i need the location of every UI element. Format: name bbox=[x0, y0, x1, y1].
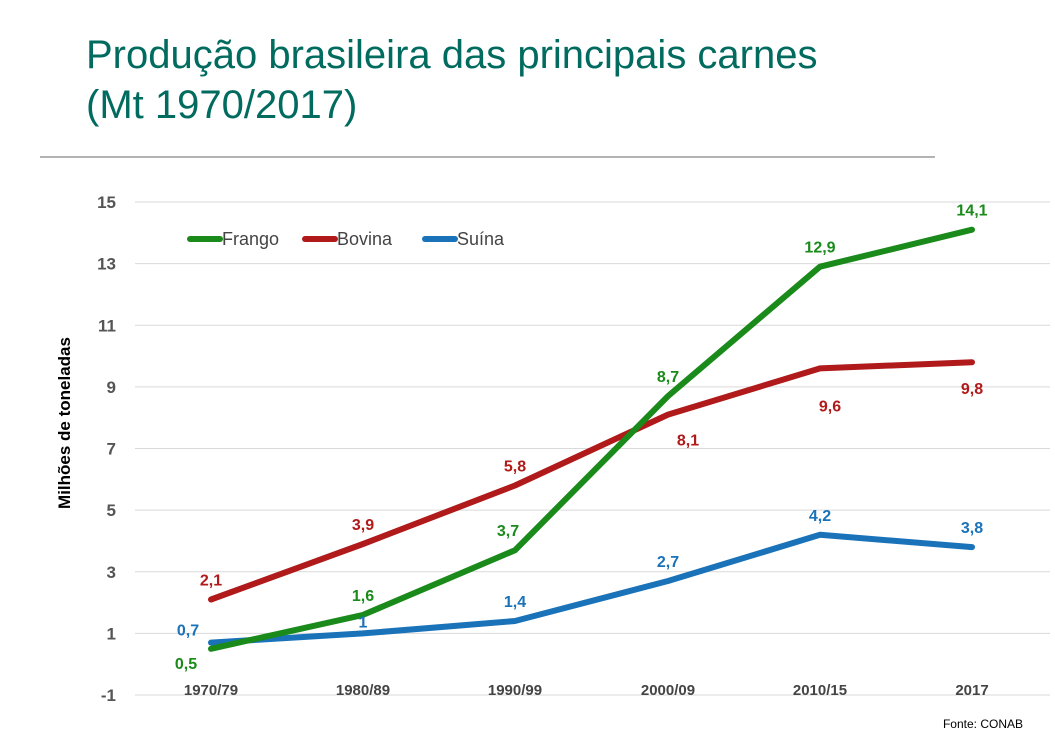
legend-label-bovina: Bovina bbox=[337, 229, 393, 249]
y-tick-label: 7 bbox=[107, 440, 116, 459]
data-label-bovina: 2,1 bbox=[200, 572, 222, 589]
x-tick-label: 1990/99 bbox=[488, 682, 542, 699]
y-tick-label: 9 bbox=[107, 378, 116, 397]
data-label-bovina: 3,9 bbox=[352, 517, 374, 534]
x-tick-label: 2010/15 bbox=[793, 682, 847, 699]
data-label-frango: 8,7 bbox=[657, 369, 679, 386]
x-tick-label: 1970/79 bbox=[184, 682, 238, 699]
x-tick-label: 2017 bbox=[955, 682, 988, 699]
title-divider bbox=[40, 156, 935, 158]
x-axis-ticks: 1970/79 1980/89 1990/99 2000/09 2010/15 2017 bbox=[184, 682, 989, 699]
data-label-frango: 3,7 bbox=[497, 523, 519, 540]
data-label-suína: 2,7 bbox=[657, 554, 679, 571]
legend: Frango Bovina Suína bbox=[187, 229, 505, 249]
data-label-suína: 1,4 bbox=[504, 594, 526, 611]
x-tick-label: 2000/09 bbox=[641, 682, 695, 699]
data-label-bovina: 8,1 bbox=[677, 433, 699, 450]
chart-title-line1: Produção brasileira das principais carne… bbox=[86, 33, 818, 77]
data-label-suína: 3,8 bbox=[961, 520, 983, 537]
data-label-suína: 0,7 bbox=[177, 623, 199, 640]
y-tick-label: 15 bbox=[97, 193, 116, 212]
data-label-bovina: 9,8 bbox=[961, 381, 983, 398]
x-tick-label: 1980/89 bbox=[336, 682, 390, 699]
source-note: Fonte: CONAB bbox=[942, 717, 1023, 731]
data-label-frango: 1,6 bbox=[352, 588, 374, 605]
y-tick-label: 3 bbox=[107, 563, 116, 582]
data-labels: 0,5 1,6 3,7 8,7 12,9 14,1 2,1 3,9 5,8 8,1 9,6 9,8 0,… bbox=[175, 203, 988, 673]
y-tick-label: -1 bbox=[101, 686, 116, 705]
y-axis-label: Milhões de toneladas bbox=[55, 337, 74, 509]
y-tick-label: 5 bbox=[107, 501, 116, 520]
series-line-frango bbox=[208, 226, 975, 652]
legend-label-suína: Suína bbox=[457, 229, 505, 249]
data-label-suína: 1 bbox=[359, 614, 368, 631]
legend-label-frango: Frango bbox=[222, 229, 279, 249]
y-tick-label: 11 bbox=[98, 316, 116, 335]
data-label-frango: 0,5 bbox=[175, 656, 197, 673]
y-tick-label: 13 bbox=[97, 255, 116, 274]
chart-title: Produção brasileira das principais carne… bbox=[86, 30, 986, 130]
series-line-suína bbox=[208, 531, 975, 646]
data-label-suína: 4,2 bbox=[809, 508, 831, 525]
data-label-bovina: 5,8 bbox=[504, 458, 526, 475]
y-tick-label: 1 bbox=[107, 624, 116, 643]
series-lines bbox=[208, 226, 975, 652]
chart-title-line2: (Mt 1970/2017) bbox=[86, 83, 358, 127]
series-line-bovina bbox=[208, 359, 975, 603]
data-label-frango: 12,9 bbox=[804, 240, 835, 257]
data-label-frango: 14,1 bbox=[956, 203, 987, 220]
data-label-bovina: 9,6 bbox=[819, 398, 841, 415]
